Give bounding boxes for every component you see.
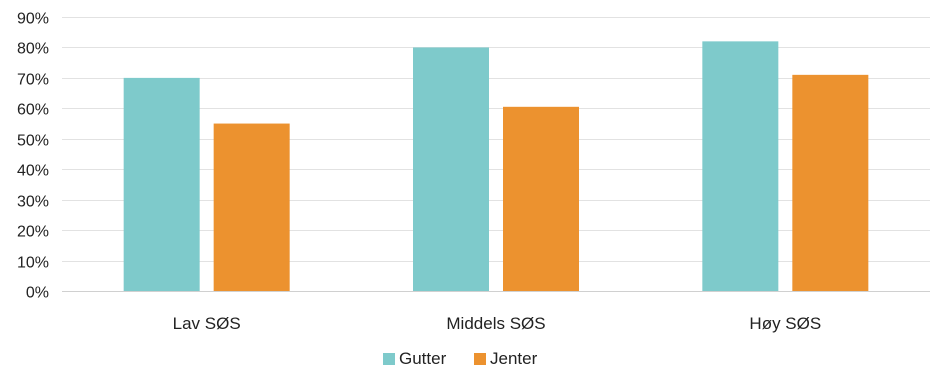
- bar-gutter-3: [702, 41, 779, 291]
- y-tick-label: 70%: [17, 72, 49, 89]
- y-tick-label: 0%: [26, 285, 49, 302]
- legend-swatch-gutter: [383, 353, 395, 365]
- gridlines: [62, 17, 930, 262]
- legend-label-gutter: Gutter: [399, 349, 447, 368]
- y-axis: 0% 10% 20% 30% 40% 50% 60% 70% 80% 90%: [17, 11, 49, 302]
- bar-jenter-2: [503, 106, 579, 291]
- y-tick-label: 50%: [17, 133, 49, 150]
- x-category-label: Høy SØS: [749, 314, 821, 333]
- bar-jenter-3: [792, 74, 869, 291]
- x-category-label: Middels SØS: [446, 314, 545, 333]
- y-tick-label: 40%: [17, 163, 49, 180]
- y-tick-label: 60%: [17, 102, 49, 119]
- legend-label-jenter: Jenter: [490, 349, 538, 368]
- y-tick-label: 90%: [17, 11, 49, 28]
- y-tick-label: 20%: [17, 224, 49, 241]
- bar-jenter-1: [213, 123, 290, 291]
- bar-gutter-2: [413, 47, 489, 291]
- y-tick-label: 10%: [17, 255, 49, 272]
- legend-swatch-jenter: [474, 353, 486, 365]
- legend: Gutter Jenter: [383, 349, 538, 368]
- x-axis: Lav SØS Middels SØS Høy SØS: [62, 291, 930, 333]
- y-tick-label: 80%: [17, 41, 49, 58]
- x-category-label: Lav SØS: [173, 314, 241, 333]
- bar-gutter-1: [123, 77, 200, 291]
- bars: [123, 41, 869, 291]
- y-tick-label: 30%: [17, 194, 49, 211]
